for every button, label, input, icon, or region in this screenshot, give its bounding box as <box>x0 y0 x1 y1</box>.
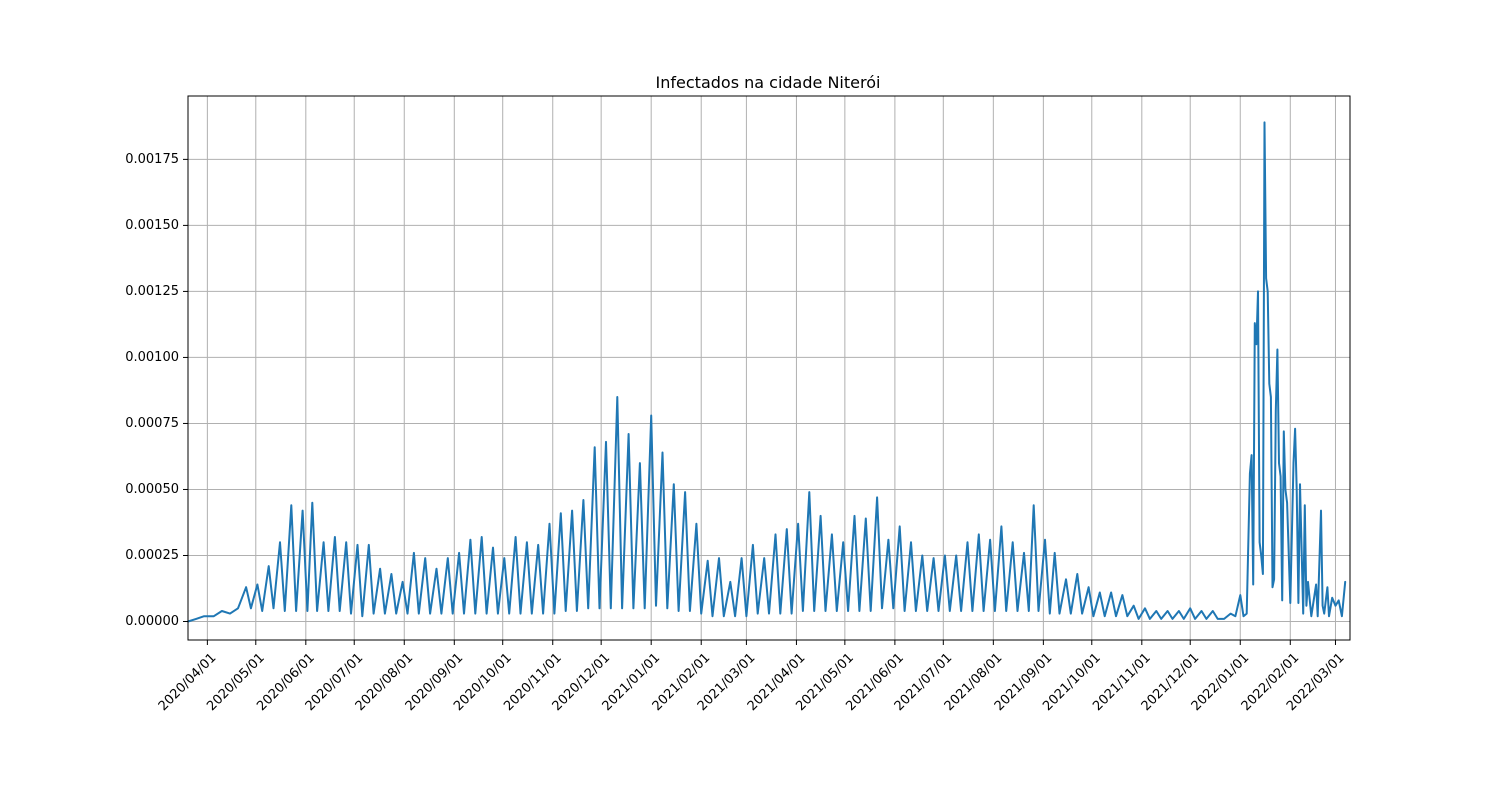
y-tick-label: 0.00100 <box>125 350 179 365</box>
y-tick-label: 0.00175 <box>125 152 179 167</box>
series-layer <box>187 121 1347 623</box>
y-tick-label: 0.00050 <box>125 482 179 497</box>
axis-ticks: 2020/04/012020/05/012020/06/012020/07/01… <box>125 152 1347 714</box>
chart-title: Infectados na cidade Niterói <box>656 73 881 92</box>
grid-lines <box>188 96 1350 640</box>
plot-frame <box>187 95 1351 641</box>
y-tick-label: 0.00125 <box>125 284 179 299</box>
y-tick-label: 0.00000 <box>125 614 179 629</box>
series-line <box>187 121 1347 623</box>
y-tick-label: 0.00075 <box>125 416 179 431</box>
y-tick-label: 0.00150 <box>125 218 179 233</box>
y-tick-label: 0.00025 <box>125 548 179 563</box>
